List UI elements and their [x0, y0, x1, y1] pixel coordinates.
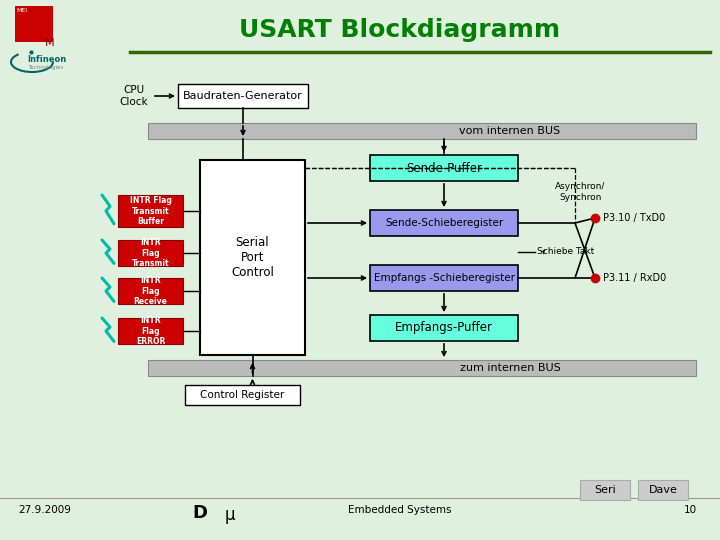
- Bar: [580, 480, 630, 500]
- Bar: [148, 360, 696, 376]
- Text: Asynchron/
Synchron: Asynchron/ Synchron: [555, 183, 606, 202]
- Bar: [118, 278, 183, 304]
- Text: 27.9.2009: 27.9.2009: [19, 505, 71, 515]
- Text: Control Register: Control Register: [200, 390, 284, 400]
- Bar: [118, 195, 183, 227]
- Bar: [178, 84, 308, 108]
- Bar: [148, 123, 696, 139]
- Text: Empfangs -Schieberegister: Empfangs -Schieberegister: [374, 273, 515, 283]
- Text: Empfangs-Puffer: Empfangs-Puffer: [395, 321, 493, 334]
- Bar: [370, 210, 518, 236]
- Text: Technologies: Technologies: [28, 65, 63, 71]
- Text: Sende-Schieberegister: Sende-Schieberegister: [385, 218, 503, 228]
- Bar: [370, 265, 518, 291]
- Text: P3.10 / TxD0: P3.10 / TxD0: [603, 213, 665, 223]
- Text: Dave: Dave: [649, 485, 678, 495]
- Text: Schiebe Takt: Schiebe Takt: [537, 247, 594, 256]
- Bar: [118, 240, 183, 266]
- Text: μ: μ: [225, 506, 235, 524]
- Text: Sende-Puffer: Sende-Puffer: [406, 161, 482, 174]
- Text: USART Blockdiagramm: USART Blockdiagramm: [240, 18, 561, 42]
- Bar: [370, 315, 518, 341]
- Bar: [638, 480, 688, 500]
- Text: vom internen BUS: vom internen BUS: [459, 126, 561, 136]
- Text: M: M: [45, 38, 55, 48]
- Text: INTR
Flag
Receive: INTR Flag Receive: [134, 276, 168, 306]
- Text: Serial
Port
Control: Serial Port Control: [231, 236, 274, 279]
- Text: Embedded Systems: Embedded Systems: [348, 505, 451, 515]
- Text: zum internen BUS: zum internen BUS: [459, 363, 560, 373]
- Text: CPU
Clock: CPU Clock: [120, 85, 148, 107]
- Text: Seri: Seri: [594, 485, 616, 495]
- Text: MEI: MEI: [17, 9, 27, 14]
- Text: Infineon: Infineon: [27, 56, 67, 64]
- Text: INTR Flag
Transmit
Buffer: INTR Flag Transmit Buffer: [130, 196, 171, 226]
- Bar: [15, 6, 53, 42]
- Text: Baudraten-Generator: Baudraten-Generator: [183, 91, 303, 101]
- Text: 10: 10: [683, 505, 696, 515]
- Bar: [200, 160, 305, 355]
- Text: INTR
Flag
Transmit: INTR Flag Transmit: [132, 238, 169, 268]
- Bar: [118, 318, 183, 344]
- Text: P3.11 / RxD0: P3.11 / RxD0: [603, 273, 666, 283]
- Text: D: D: [192, 504, 207, 522]
- Bar: [370, 155, 518, 181]
- Bar: [185, 385, 300, 405]
- Text: INTR
Flag
ERROR: INTR Flag ERROR: [136, 316, 165, 346]
